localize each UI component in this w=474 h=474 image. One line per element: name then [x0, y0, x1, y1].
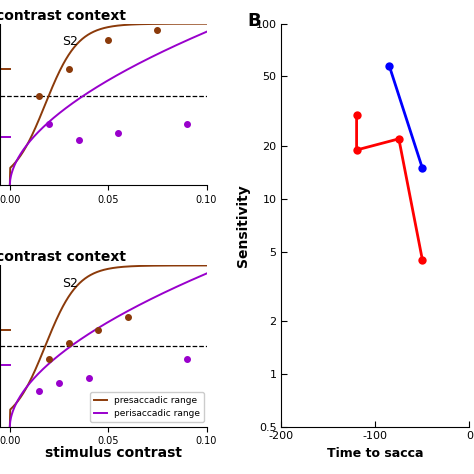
Legend: presaccadic range, perisaccadic range: presaccadic range, perisaccadic range	[90, 392, 204, 422]
Point	[46, 355, 53, 363]
Point	[46, 120, 53, 128]
Point	[36, 92, 43, 100]
Text: B: B	[248, 12, 261, 29]
X-axis label: Time to sacca: Time to sacca	[327, 447, 424, 460]
Text: stimulus contrast: stimulus contrast	[45, 446, 182, 460]
Point	[104, 36, 112, 44]
Point	[36, 387, 43, 395]
Point	[95, 326, 102, 334]
Point	[55, 379, 63, 387]
Text: contrast context: contrast context	[0, 9, 126, 23]
Text: contrast context: contrast context	[0, 250, 126, 264]
Text: S2: S2	[62, 277, 78, 290]
Point	[114, 129, 122, 137]
Point	[65, 65, 73, 73]
Y-axis label: Sensitivity: Sensitivity	[236, 184, 250, 266]
Point	[124, 313, 132, 321]
Text: S2: S2	[62, 35, 78, 48]
Point	[154, 27, 161, 34]
Point	[183, 120, 191, 128]
Point	[75, 136, 82, 144]
Point	[65, 339, 73, 346]
Point	[183, 355, 191, 363]
Point	[85, 374, 92, 382]
